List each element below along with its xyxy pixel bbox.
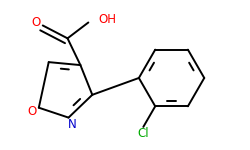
Text: Cl: Cl [138, 127, 149, 140]
Text: O: O [31, 16, 40, 29]
Text: O: O [27, 105, 36, 118]
Text: OH: OH [98, 13, 116, 26]
Text: N: N [68, 118, 77, 131]
